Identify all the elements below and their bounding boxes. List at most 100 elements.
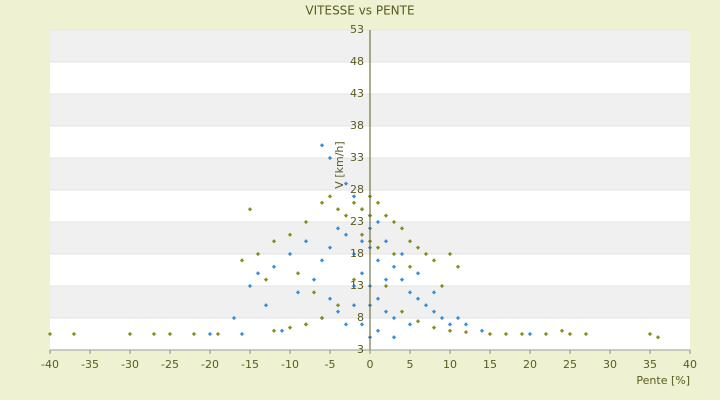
point [519, 331, 525, 337]
point [343, 322, 349, 327]
point [351, 303, 357, 308]
point [127, 331, 133, 337]
point [527, 331, 533, 337]
point [295, 290, 301, 295]
point [463, 329, 469, 335]
point [383, 239, 389, 244]
point [431, 325, 437, 330]
point [287, 325, 293, 330]
point [351, 194, 357, 199]
point [343, 181, 349, 186]
point [655, 335, 661, 340]
point [431, 258, 437, 263]
point [303, 239, 309, 244]
point [407, 264, 413, 269]
point [439, 315, 445, 321]
point [455, 264, 461, 269]
x-tick-label: 30 [603, 358, 617, 371]
point [447, 251, 453, 257]
point [423, 303, 429, 308]
point [431, 309, 437, 314]
point [327, 245, 333, 250]
point [167, 331, 173, 337]
point [263, 277, 269, 282]
x-tick-label: 40 [683, 358, 697, 371]
point [447, 322, 453, 327]
point [351, 283, 357, 289]
point [327, 194, 333, 199]
point [407, 290, 413, 295]
point [271, 264, 277, 269]
point [239, 258, 245, 263]
point [391, 335, 397, 340]
point [247, 283, 253, 289]
point [439, 283, 445, 289]
point [295, 271, 301, 276]
y-tick-label: 53 [350, 23, 364, 36]
point [311, 277, 317, 282]
y-tick-label: 43 [350, 87, 364, 100]
chart-title: VITESSE vs PENTE [305, 4, 414, 18]
x-tick-label: -40 [41, 358, 59, 371]
y-tick-label: 18 [350, 247, 364, 260]
point [247, 207, 253, 212]
point [407, 239, 413, 244]
point [263, 303, 269, 308]
point [543, 331, 549, 337]
point [383, 277, 389, 282]
point [319, 258, 325, 263]
y-tick-label: 13 [350, 279, 364, 292]
point [327, 155, 333, 161]
point [447, 328, 453, 333]
point [399, 277, 405, 282]
point [647, 331, 653, 337]
point [351, 251, 357, 257]
x-tick-label: -35 [81, 358, 99, 371]
point [255, 271, 261, 276]
point [375, 200, 381, 205]
point [415, 271, 421, 276]
point [271, 239, 277, 244]
y-axis-title: V [km/h] [333, 141, 346, 188]
point [335, 207, 341, 212]
y-tick-label: 8 [357, 311, 364, 324]
point [359, 232, 365, 237]
point [455, 315, 461, 321]
point [375, 219, 381, 225]
x-tick-label: 35 [643, 358, 657, 371]
point [383, 309, 389, 314]
point [463, 322, 469, 327]
point [191, 331, 197, 337]
point [311, 290, 317, 295]
point [343, 213, 349, 218]
point [415, 245, 421, 250]
point [391, 264, 397, 269]
point [319, 143, 325, 148]
point [375, 328, 381, 333]
point [487, 331, 493, 337]
point [359, 271, 365, 276]
x-tick-label: 15 [483, 358, 497, 371]
point [231, 315, 237, 321]
point [359, 239, 365, 244]
point [375, 296, 381, 301]
point [391, 315, 397, 321]
x-tick-label: -5 [325, 358, 336, 371]
x-tick-label: 0 [367, 358, 374, 371]
point [375, 245, 381, 250]
x-tick-label: 5 [407, 358, 414, 371]
point [399, 251, 405, 257]
point [407, 322, 413, 327]
point [399, 309, 405, 314]
y-tick-label: 3 [357, 343, 364, 356]
point [327, 296, 333, 301]
point [383, 283, 389, 289]
point [559, 328, 565, 333]
point [335, 303, 341, 308]
point [271, 328, 277, 333]
point [319, 315, 325, 321]
point [359, 207, 365, 212]
point [319, 200, 325, 205]
point [375, 258, 381, 263]
point [399, 226, 405, 231]
